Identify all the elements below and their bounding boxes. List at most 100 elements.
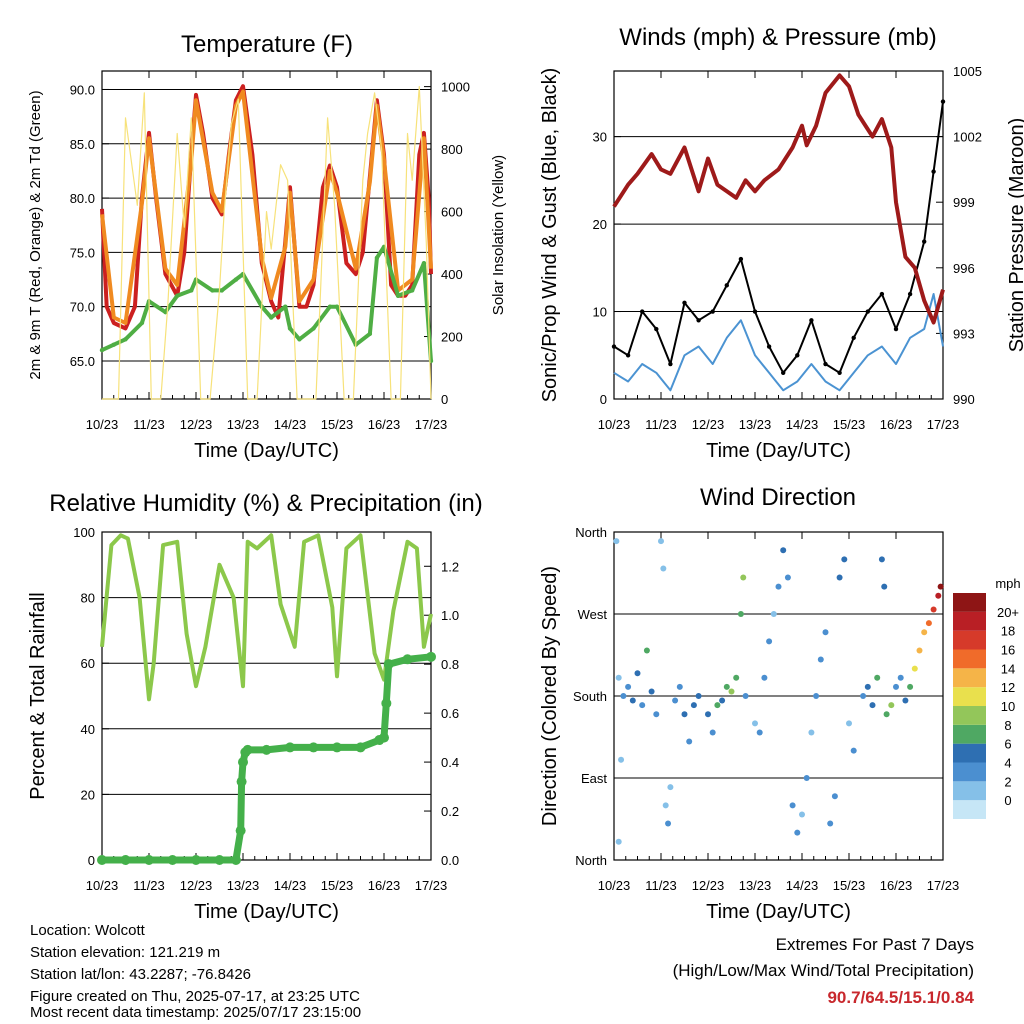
gust-point [893,326,899,332]
gust-point [752,309,758,314]
x-tick-label: 17/23 [415,878,448,893]
x-tick-label: 15/23 [321,878,354,893]
colorbar-title: mph [995,576,1020,591]
series-line [100,533,433,702]
direction-point [695,693,702,699]
dewpoint-point [410,288,415,293]
direction-point [752,720,758,727]
direction-point [921,629,928,636]
precip-point [379,732,389,743]
y-tick-label: South [573,689,607,704]
direction-point [653,711,660,718]
recent-data-label: Most recent data timestamp: 2025/07/17 2… [30,1004,362,1021]
y-axis-label: Percent & Total Rainfall [27,592,49,800]
precip-point [402,654,413,665]
direction-point [658,538,664,545]
x-tick-label: 12/23 [180,878,213,893]
y-right-tick-label: 0.8 [441,657,459,672]
direction-point [709,729,716,736]
colorbar-label: 14 [1001,661,1015,676]
y-tick-label: 65.0 [70,354,95,369]
y-tick-label: 40 [81,722,95,737]
y-tick-label: 80 [81,591,95,606]
series-line [100,84,433,331]
x-tick-label: 10/23 [598,878,631,893]
direction-point [897,674,904,681]
y-tick-label: 100 [73,525,95,540]
direction-point [916,647,923,654]
gust-point [696,318,701,323]
series-line [613,101,944,374]
dewpoint-point [421,261,427,266]
direction-point [667,784,674,791]
colorbar-swatch [953,706,986,725]
direction-point [841,556,848,563]
direction-point [620,693,627,699]
direction-point [789,802,796,809]
gust-point [738,256,744,262]
x-tick-label: 12/23 [692,417,725,432]
precip-point [285,742,295,753]
direction-point [808,729,815,736]
direction-point [874,674,881,681]
direction-point [888,702,895,709]
extremes-values: 90.7/64.5/15.1/0.84 [827,988,974,1007]
y-tick-label: 20 [81,787,95,802]
plot-frame [613,70,944,400]
precip-point [383,659,394,670]
y-tick-label: 10 [593,305,607,320]
direction-point [775,583,782,590]
gust-point [724,283,729,288]
y-axis-label: Direction (Colored By Speed) [539,566,561,826]
direction-point [648,688,655,695]
direction-point [827,820,834,827]
x-tick-label: 13/23 [739,878,772,893]
colorbar-label: 20+ [997,605,1019,620]
direction-point [831,793,838,800]
dewpoint-point [189,288,194,293]
dewpoint-point [210,288,215,293]
direction-point [893,683,899,690]
y-tick-label: 85.0 [70,137,95,152]
gust-point [823,361,828,367]
direction-point [864,683,871,690]
gust-point [710,309,715,314]
y-right-tick-label: 1.2 [441,559,459,574]
dewpoint-point [219,288,225,293]
colorbar-swatch [953,724,986,744]
gust-point [611,344,617,349]
direction-point [615,674,622,681]
precip-point [144,855,154,865]
gust-point [922,239,927,244]
y-right-tick-label: 0.6 [441,706,459,721]
dewpoint-point [175,293,180,299]
direction-point [794,829,801,836]
precip-point [97,855,107,865]
dewpoint-point [374,255,380,261]
y-tick-label: 75.0 [70,245,95,260]
colorbar-label: 16 [1001,643,1015,658]
y-right-tick-label: 200 [441,330,463,345]
x-tick-label: 11/23 [133,417,165,432]
colorbar-swatch [953,593,986,612]
dewpoint-point [327,304,333,309]
direction-point [817,656,824,663]
colorbar-label: 0 [1004,793,1011,808]
direction-point [742,693,749,699]
dewpoint-point [367,331,373,337]
precip-point [235,825,246,836]
direction-point [625,683,632,690]
colorbar-swatch [953,687,986,706]
dewpoint-point [311,326,316,331]
gust-point [940,99,946,104]
y-tick-label: 20 [593,217,607,232]
y-right-tick-label: 993 [953,326,975,341]
x-tick-label: 10/23 [86,417,119,432]
x-tick-label: 11/23 [133,878,165,893]
x-tick-label: 11/23 [645,878,677,893]
series-line [101,244,433,362]
x-axis-label: Time (Day/UTC) [706,440,851,462]
precip-point [355,742,366,753]
precip-point [381,698,392,709]
x-tick-label: 12/23 [692,878,725,893]
